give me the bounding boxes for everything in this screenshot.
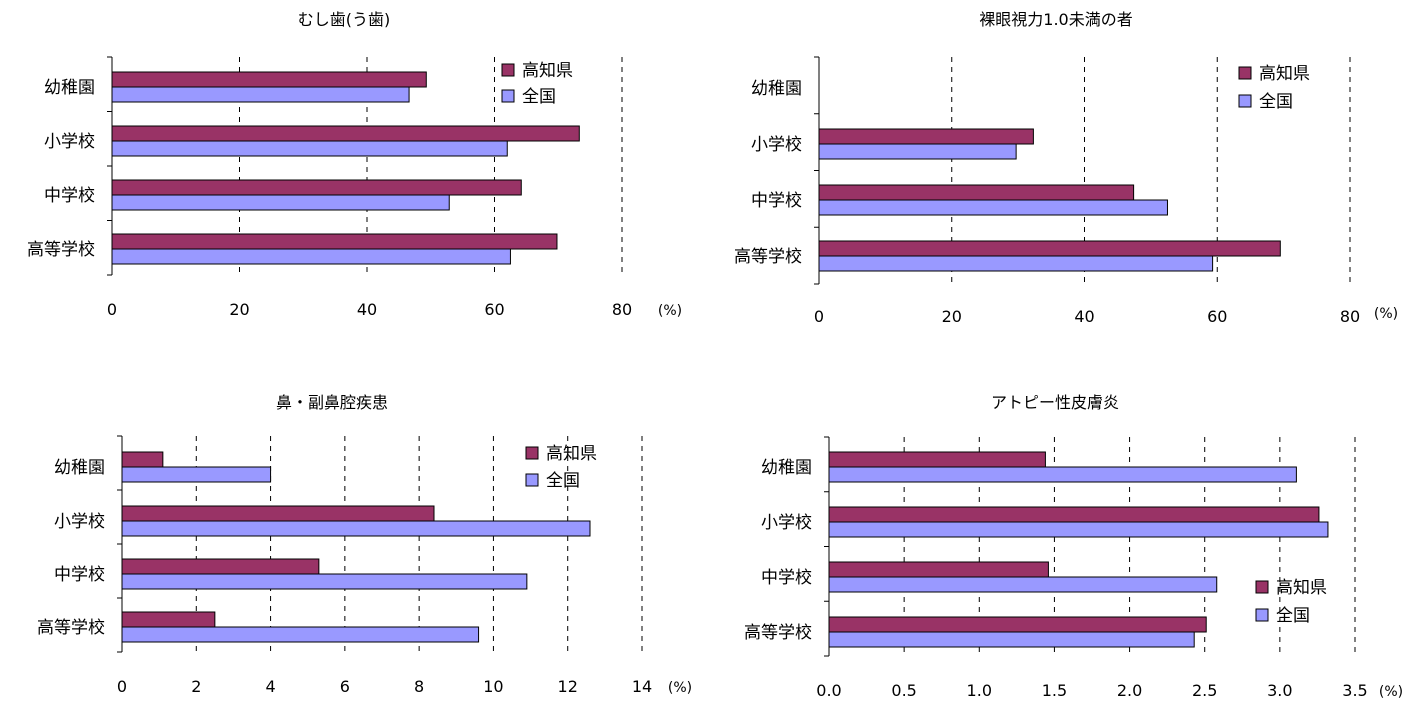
x-tick-label: 60 — [484, 300, 504, 319]
x-tick-label: 0 — [814, 307, 824, 326]
bar-kochi-4 — [111, 233, 558, 250]
x-tick-label: 3.5 — [1342, 681, 1367, 700]
category-label: 小学校 — [44, 132, 95, 152]
category-label: 幼稚園 — [751, 79, 802, 99]
bar-kochi-3 — [828, 561, 1049, 578]
legend-label-national: 全国 — [1259, 92, 1293, 112]
x-tick-label: 20 — [229, 300, 249, 319]
category-label: 小学校 — [751, 135, 802, 155]
bar-national-2 — [818, 143, 1017, 160]
bar-kochi-2 — [818, 128, 1034, 145]
legend-label-kochi: 高知県 — [546, 444, 597, 464]
chart-title: アトピー性皮膚炎 — [991, 393, 1119, 412]
bar-kochi-3 — [121, 558, 320, 575]
x-tick-label: 6 — [340, 677, 350, 696]
bar-national-2 — [111, 140, 508, 157]
x-axis-unit: (%) — [668, 680, 692, 696]
x-tick-label: 1.0 — [967, 681, 992, 700]
x-tick-label: 2 — [191, 677, 201, 696]
x-tick-label: 12 — [558, 677, 578, 696]
x-tick-label: 0.5 — [891, 681, 916, 700]
x-axis-unit: (%) — [658, 303, 682, 319]
legend-label-national: 全国 — [546, 471, 580, 491]
x-tick-label: 1.5 — [1042, 681, 1067, 700]
chart-title: 鼻・副鼻腔疾患 — [276, 393, 388, 412]
bar-kochi-1 — [111, 71, 427, 88]
x-tick-label: 60 — [1207, 307, 1227, 326]
x-tick-label: 40 — [1074, 307, 1094, 326]
x-tick-label: 0 — [117, 677, 127, 696]
x-tick-label: 4 — [265, 677, 275, 696]
x-tick-label: 0 — [107, 300, 117, 319]
x-axis-unit: (%) — [1379, 684, 1403, 700]
legend-swatch-kochi — [525, 446, 539, 460]
category-label: 高等学校 — [734, 247, 802, 267]
bar-kochi-1 — [828, 451, 1046, 468]
category-label: 中学校 — [751, 191, 802, 211]
category-label: 幼稚園 — [761, 458, 812, 478]
category-label: 高等学校 — [37, 618, 105, 638]
x-tick-label: 14 — [632, 677, 652, 696]
chart-title: むし歯(う歯) — [298, 10, 391, 29]
category-label: 中学校 — [54, 565, 105, 585]
x-tick-label: 20 — [942, 307, 962, 326]
legend-label-national: 全国 — [522, 87, 556, 107]
legend-swatch-national — [1238, 94, 1252, 108]
bar-national-1 — [121, 466, 272, 483]
category-label: 幼稚園 — [54, 458, 105, 478]
bar-kochi-2 — [828, 506, 1320, 523]
bar-kochi-3 — [111, 179, 522, 196]
x-axis-unit: (%) — [1374, 306, 1398, 322]
x-tick-label: 3.0 — [1267, 681, 1292, 700]
legend-swatch-kochi — [1238, 66, 1252, 80]
bar-national-2 — [121, 520, 591, 537]
x-tick-label: 2.0 — [1117, 681, 1142, 700]
bar-national-4 — [111, 248, 511, 265]
bar-national-4 — [828, 631, 1195, 648]
legend-label-kochi: 高知県 — [522, 61, 573, 81]
x-tick-label: 2.5 — [1192, 681, 1217, 700]
legend-swatch-kochi — [501, 63, 515, 77]
x-tick-label: 80 — [612, 300, 632, 319]
legend-swatch-kochi — [1255, 580, 1269, 594]
bar-national-1 — [111, 86, 410, 103]
legend-swatch-national — [1255, 608, 1269, 622]
category-label: 高等学校 — [744, 623, 812, 643]
bar-national-3 — [121, 573, 528, 590]
bar-kochi-3 — [818, 184, 1135, 201]
category-label: 中学校 — [761, 568, 812, 588]
legend-swatch-national — [501, 89, 515, 103]
bar-national-4 — [121, 626, 480, 643]
bar-kochi-4 — [121, 611, 216, 628]
bar-kochi-2 — [111, 125, 580, 142]
bar-national-3 — [828, 576, 1218, 593]
bar-kochi-1 — [121, 451, 164, 468]
bar-national-4 — [818, 255, 1214, 272]
legend-label-kochi: 高知県 — [1259, 64, 1310, 84]
chart-title: 裸眼視力1.0未満の者 — [979, 10, 1132, 29]
bar-kochi-2 — [121, 505, 435, 522]
bar-national-3 — [818, 199, 1168, 216]
legend-swatch-national — [525, 473, 539, 487]
x-tick-label: 80 — [1340, 307, 1360, 326]
category-label: 小学校 — [54, 512, 105, 532]
bar-national-2 — [828, 521, 1329, 538]
legend-label-kochi: 高知県 — [1276, 578, 1327, 598]
category-label: 小学校 — [761, 513, 812, 533]
bar-kochi-4 — [818, 240, 1281, 257]
bar-national-3 — [111, 194, 450, 211]
bar-national-1 — [828, 466, 1297, 483]
category-label: 幼稚園 — [44, 78, 95, 98]
legend-label-national: 全国 — [1276, 606, 1310, 626]
x-tick-label: 0.0 — [816, 681, 841, 700]
x-tick-label: 8 — [414, 677, 424, 696]
category-label: 高等学校 — [27, 240, 95, 260]
category-label: 中学校 — [44, 186, 95, 206]
x-tick-label: 10 — [483, 677, 503, 696]
bar-kochi-4 — [828, 616, 1207, 633]
x-tick-label: 40 — [357, 300, 377, 319]
